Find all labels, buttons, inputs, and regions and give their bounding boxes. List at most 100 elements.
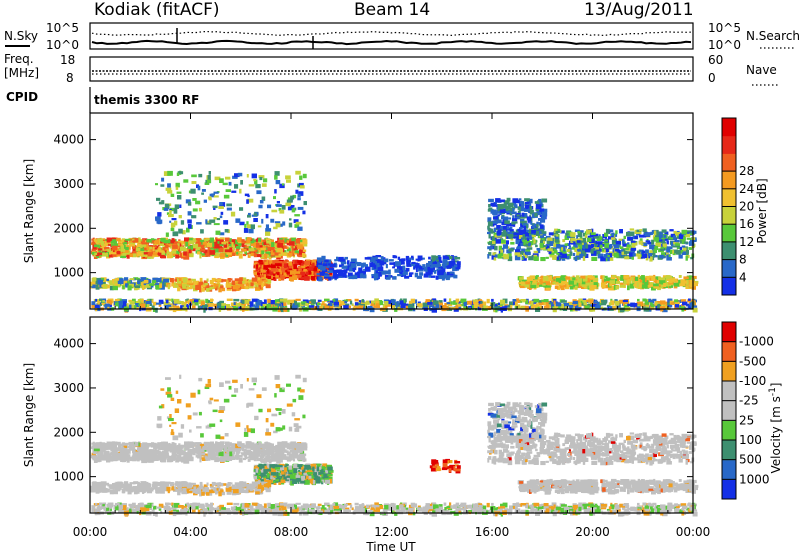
noise-sky-series <box>92 41 691 44</box>
power-cell <box>232 253 235 256</box>
power-cell <box>257 254 262 257</box>
power-cell <box>585 235 588 239</box>
power-cell <box>270 219 274 223</box>
power-cell <box>583 256 585 261</box>
power-cell <box>258 225 262 227</box>
power-cell <box>313 276 315 281</box>
power-cell <box>233 299 239 302</box>
power-cell <box>487 232 490 234</box>
power-cell <box>536 204 542 209</box>
power-cell <box>534 256 539 261</box>
power-cell <box>298 207 304 210</box>
power-cell <box>127 255 130 259</box>
power-cell <box>669 229 673 231</box>
power-cell <box>160 243 164 246</box>
power-cell <box>521 306 525 308</box>
power-cell <box>548 244 554 246</box>
power-cell <box>267 205 271 209</box>
power-cell <box>177 192 182 194</box>
power-cell <box>338 270 344 273</box>
power-cell <box>220 285 224 288</box>
power-cell <box>510 229 514 231</box>
power-cell <box>152 280 156 283</box>
power-cell <box>295 271 301 274</box>
power-cell <box>526 252 531 256</box>
power-cell <box>167 254 172 258</box>
power-cell <box>624 257 629 260</box>
power-cell <box>177 195 181 200</box>
power-cell <box>637 282 639 287</box>
power-cell <box>449 264 452 268</box>
power-cell <box>192 303 194 306</box>
power-cell <box>431 264 436 268</box>
power-cell <box>518 282 523 284</box>
power-cell <box>267 269 270 273</box>
power-cell <box>671 241 674 246</box>
power-cell <box>427 302 433 305</box>
power-cell <box>556 231 560 233</box>
power-cell <box>534 213 537 217</box>
power-cell <box>570 238 575 241</box>
power-cell <box>441 270 444 273</box>
power-cell <box>245 286 249 289</box>
power-cell <box>582 250 585 253</box>
power-colorbar-tick-label: 28 <box>739 164 754 178</box>
power-cell <box>338 272 344 277</box>
power-cell <box>604 240 608 242</box>
power-cell <box>631 248 636 251</box>
power-cell <box>593 301 598 303</box>
power-cell <box>295 190 298 194</box>
power-cell <box>375 257 378 260</box>
power-cell <box>225 238 230 242</box>
power-cell <box>302 211 305 215</box>
power-cell <box>510 305 512 308</box>
power-cell <box>235 218 240 223</box>
power-cell <box>550 241 554 244</box>
power-cell <box>365 257 371 260</box>
power-cell <box>498 229 502 233</box>
power-cell <box>201 245 205 248</box>
power-cell <box>519 277 523 280</box>
power-cell <box>113 286 118 290</box>
power-cell <box>163 247 166 250</box>
power-cell <box>566 233 569 236</box>
power-cell <box>443 263 446 266</box>
power-cell <box>234 184 238 189</box>
power-cell <box>654 246 658 250</box>
power-cell <box>585 244 588 248</box>
power-cell <box>683 248 687 251</box>
power-cell <box>238 281 242 284</box>
power-cell <box>543 276 548 281</box>
power-cell <box>120 245 124 249</box>
power-cell <box>271 242 274 247</box>
power-cell <box>658 277 661 281</box>
power-cell <box>261 248 266 251</box>
power-cell <box>666 275 671 279</box>
power-cell <box>179 215 182 218</box>
power-cell <box>323 263 328 266</box>
power-cell <box>277 261 282 263</box>
power-cell <box>92 285 96 288</box>
power-cell <box>546 257 549 259</box>
power-cell <box>408 304 414 308</box>
power-colorbar-swatch <box>722 136 736 154</box>
power-cell <box>271 210 277 213</box>
power-cell <box>515 252 521 255</box>
power-cell <box>160 184 164 187</box>
power-cell <box>156 198 160 201</box>
power-cell <box>118 301 123 306</box>
power-cell <box>176 187 179 190</box>
power-cell <box>225 229 229 233</box>
power-cell <box>136 248 141 251</box>
power-cell <box>195 201 200 205</box>
power-cell <box>266 214 269 218</box>
power-cell <box>287 200 293 203</box>
power-cell <box>674 299 678 302</box>
noise-right-tick-bottom: 10^0 <box>708 38 741 52</box>
power-cell <box>648 299 651 303</box>
power-cell <box>312 263 314 268</box>
power-cell <box>443 259 448 264</box>
power-cell <box>575 286 578 290</box>
power-cell <box>436 276 439 280</box>
power-cell <box>536 222 539 225</box>
